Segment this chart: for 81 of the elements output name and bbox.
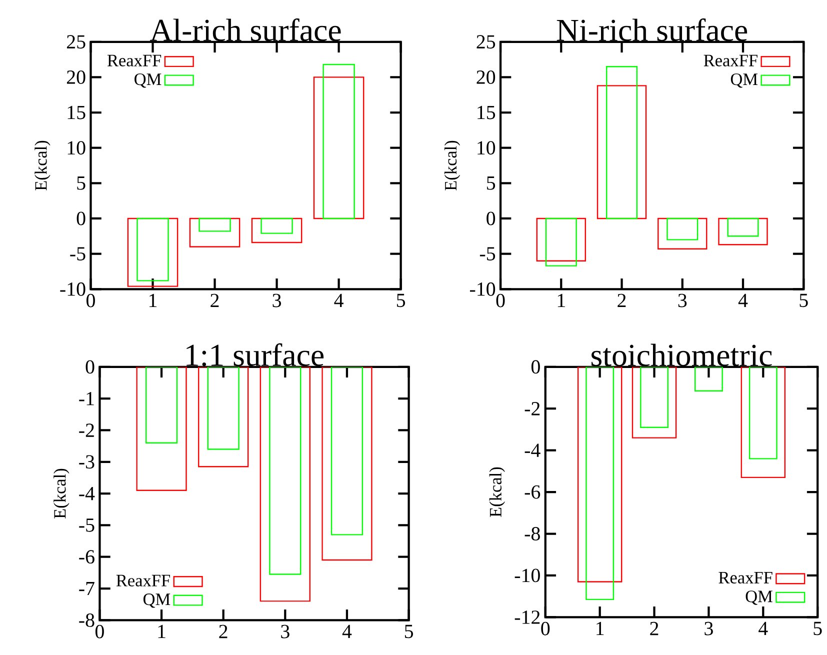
y-tick-label: 0	[486, 212, 496, 226]
bar	[545, 218, 577, 266]
legend-label: ReaxFF	[116, 574, 170, 586]
bar	[198, 218, 231, 232]
bar	[136, 218, 169, 282]
chart-title: Ni-rich surface	[556, 18, 748, 42]
y-tick-label: -6	[524, 485, 540, 499]
x-tick-label: 2	[219, 624, 228, 638]
x-tick-label: 3	[678, 294, 687, 308]
legend-label: QM	[730, 73, 758, 88]
y-tick-label: 0	[86, 360, 94, 374]
y-tick-label: -8	[79, 613, 94, 627]
x-tick-label: 3	[281, 624, 290, 638]
y-tick-label: 10	[68, 141, 86, 155]
y-axis-title: E(kcal)	[489, 467, 505, 517]
x-tick-label: 1	[558, 294, 565, 307]
bar	[606, 66, 638, 220]
bar	[322, 64, 355, 220]
y-tick-label: -8	[524, 526, 540, 540]
y-tick-label: 0	[531, 360, 540, 374]
x-tick-label: 5	[814, 622, 822, 636]
x-tick-label: 2	[618, 294, 626, 308]
x-tick-label: 3	[704, 622, 713, 636]
y-tick-label: -10	[470, 282, 496, 296]
bar	[727, 218, 759, 237]
y-tick-label: 20	[476, 70, 496, 84]
y-tick-label: 25	[476, 35, 496, 49]
x-tick-label: 5	[396, 294, 406, 308]
x-tick-label: 4	[738, 294, 748, 307]
x-tick-label: 0	[496, 294, 505, 308]
y-tick-label: -12	[514, 610, 540, 624]
chart-title: Al-rich surface	[150, 18, 341, 42]
y-tick-label: -3	[79, 455, 94, 469]
y-tick-label: -10	[514, 568, 540, 582]
legend-label: ReaxFF	[107, 54, 162, 66]
y-tick-label: -5	[480, 247, 496, 260]
x-tick-label: 5	[404, 624, 414, 638]
x-tick-label: 4	[342, 624, 352, 638]
x-tick-label: 4	[758, 622, 768, 635]
x-tick-label: 0	[541, 622, 550, 636]
bar	[260, 218, 293, 234]
y-tick-label: 5	[487, 176, 496, 190]
bar	[666, 218, 698, 240]
y-tick-label: 25	[66, 35, 86, 49]
x-tick-label: 1	[150, 294, 157, 307]
legend-label: QM	[134, 73, 162, 88]
bar	[596, 85, 647, 220]
y-tick-label: 10	[478, 141, 496, 155]
y-tick-label: -2	[79, 424, 94, 437]
x-tick-label: 2	[650, 622, 658, 636]
y-tick-label: -10	[60, 282, 86, 296]
x-tick-label: 4	[334, 294, 344, 307]
legend-label: ReaxFF	[704, 54, 758, 66]
y-tick-label: -7	[79, 582, 94, 596]
y-tick-label: -4	[79, 486, 95, 500]
y-tick-label: -5	[70, 247, 86, 260]
y-tick-label: 15	[478, 106, 496, 120]
y-tick-label: -2	[524, 402, 540, 416]
y-tick-label: -1	[79, 392, 94, 406]
legend-label: QM	[143, 594, 170, 608]
x-tick-label: 0	[95, 624, 104, 638]
legend-label: ReaxFF	[718, 572, 772, 584]
y-tick-label: -4	[524, 444, 540, 457]
bar	[313, 76, 364, 220]
x-tick-label: 3	[272, 294, 281, 308]
y-tick-label: -5	[79, 518, 94, 532]
chart-title: stoichiometric	[592, 344, 772, 366]
y-tick-label: 15	[68, 106, 86, 120]
y-tick-label: 0	[76, 212, 86, 226]
y-axis-title: E(kcal)	[444, 140, 460, 190]
y-tick-label: 20	[66, 70, 86, 84]
x-tick-label: 1	[596, 622, 604, 636]
y-axis-title: E(kcal)	[34, 140, 50, 190]
chart-title: 1:1 surface	[186, 343, 324, 366]
x-tick-label: 2	[210, 294, 219, 308]
y-tick-label: -6	[79, 550, 94, 564]
x-tick-label: 5	[800, 294, 808, 308]
x-tick-label: 1	[158, 624, 166, 638]
legend-label: QM	[746, 590, 772, 605]
y-tick-label: 5	[77, 176, 86, 190]
y-axis-title: E(kcal)	[54, 468, 70, 518]
